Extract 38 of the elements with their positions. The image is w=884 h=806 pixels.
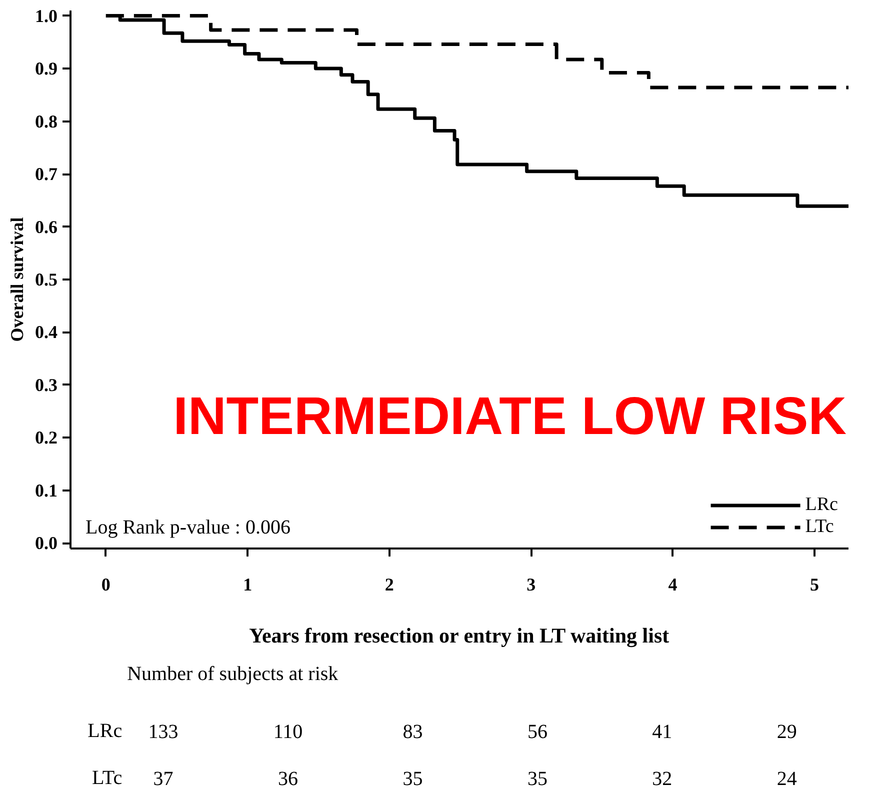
legend-label: LTc [805,516,834,538]
text: 35 [527,768,548,790]
text: 133 [148,721,178,744]
x-tick-label: 1 [243,574,252,594]
y-tick-label: 0.9 [35,58,58,79]
y-tick-label: 1.0 [35,6,58,26]
y-tick-label: 0.8 [35,111,58,132]
text: Number of subjects at risk [127,662,338,685]
text: 29 [776,721,797,744]
legend-label: LRc [805,494,838,516]
text: 56 [527,721,548,744]
x-tick-label: 2 [384,574,394,594]
text: 32 [652,768,672,790]
y-tick-label: 0.0 [35,533,58,554]
text: 110 [273,721,303,744]
y-tick-label: 0.4 [35,322,58,342]
text: 37 [153,768,174,790]
text: 24 [776,768,797,790]
annotation: INTERMEDIATE LOW RISK [173,387,846,446]
text: 35 [402,768,423,790]
annotation: Log Rank p-value : 0.006 [86,516,290,538]
y-tick-label: 0.2 [35,428,58,448]
text: 41 [652,721,672,744]
x-axis-title: Years from resection or entry in LT waiting list [249,624,670,648]
x-tick-label: 4 [668,574,678,594]
x-tick-label: 0 [101,574,110,594]
y-axis-title: Overall survival [7,217,27,342]
x-tick-label: 3 [526,574,536,594]
y-tick-label: 0.3 [35,374,58,395]
text: 83 [402,721,423,744]
y-tick-label: 0.5 [35,270,58,290]
y-tick-label: 0.1 [35,480,58,500]
text: 36 [278,768,298,790]
x-tick-label: 5 [810,574,819,594]
y-tick-label: 0.7 [35,164,58,184]
y-tick-label: 0.6 [35,216,58,237]
text: LRc [88,720,122,742]
text: LTc [92,766,122,789]
